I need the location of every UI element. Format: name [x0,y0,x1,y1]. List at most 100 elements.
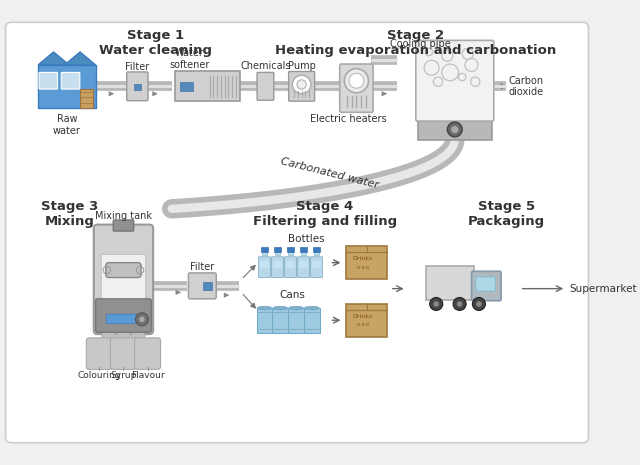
FancyBboxPatch shape [288,308,304,333]
Text: Chemicals: Chemicals [240,60,291,71]
Circle shape [140,317,145,322]
Circle shape [476,301,482,307]
Text: Carbon
dioxide: Carbon dioxide [509,75,544,97]
FancyBboxPatch shape [6,22,588,443]
Text: Stage 3
Mixing: Stage 3 Mixing [41,199,98,227]
FancyBboxPatch shape [298,257,310,278]
FancyBboxPatch shape [273,308,288,333]
Circle shape [429,298,443,311]
Text: Mixing tank: Mixing tank [95,211,152,221]
Circle shape [433,301,439,307]
FancyBboxPatch shape [117,329,130,349]
Circle shape [136,313,148,326]
Text: Pump: Pump [288,60,316,71]
Circle shape [472,298,485,311]
FancyBboxPatch shape [310,257,323,278]
FancyBboxPatch shape [204,282,212,290]
FancyBboxPatch shape [61,73,80,89]
FancyBboxPatch shape [346,304,387,337]
Text: Stage 2
Heating evaporation and carbonation: Stage 2 Heating evaporation and carbonat… [275,29,556,57]
FancyBboxPatch shape [472,271,501,301]
Circle shape [349,73,364,88]
FancyBboxPatch shape [340,64,373,113]
Text: Raw
water: Raw water [53,114,81,136]
FancyBboxPatch shape [312,261,321,268]
Circle shape [457,301,462,307]
FancyBboxPatch shape [275,250,280,255]
FancyBboxPatch shape [106,263,141,278]
FancyBboxPatch shape [288,250,293,255]
Text: Cooling pipe: Cooling pipe [390,39,451,49]
Ellipse shape [257,306,272,310]
FancyBboxPatch shape [346,246,387,279]
FancyBboxPatch shape [134,338,161,369]
FancyBboxPatch shape [106,314,141,324]
FancyBboxPatch shape [257,308,273,333]
Text: Drinks: Drinks [353,314,373,319]
FancyBboxPatch shape [134,84,141,90]
FancyBboxPatch shape [313,247,320,252]
FancyBboxPatch shape [257,73,274,100]
FancyBboxPatch shape [95,299,151,332]
Text: Cans: Cans [280,290,305,300]
FancyBboxPatch shape [314,250,319,255]
FancyBboxPatch shape [273,261,282,268]
Polygon shape [65,52,95,65]
FancyBboxPatch shape [132,329,145,349]
FancyBboxPatch shape [93,225,153,334]
Ellipse shape [273,306,288,310]
FancyBboxPatch shape [426,266,474,300]
Text: Filter: Filter [125,62,150,73]
FancyBboxPatch shape [287,247,294,252]
Text: Stage 4
Filtering and filling: Stage 4 Filtering and filling [253,199,397,227]
Text: Syrup: Syrup [110,371,136,380]
Text: Drinks: Drinks [353,257,373,261]
Circle shape [447,122,462,137]
Circle shape [344,69,369,93]
FancyBboxPatch shape [416,40,493,121]
Text: Water
softener: Water softener [169,48,209,70]
FancyBboxPatch shape [418,119,492,140]
FancyBboxPatch shape [101,254,146,305]
Text: o o o: o o o [357,322,369,327]
Circle shape [453,298,466,311]
FancyBboxPatch shape [274,247,281,252]
Ellipse shape [305,306,319,310]
FancyBboxPatch shape [127,72,148,101]
FancyBboxPatch shape [301,250,306,255]
Circle shape [297,80,307,89]
Polygon shape [38,52,69,65]
FancyBboxPatch shape [180,82,193,91]
Text: Filter: Filter [190,262,214,272]
Text: Carbonated water: Carbonated water [280,156,380,190]
Text: Colouring: Colouring [77,371,121,380]
Text: Stage 5
Packaging: Stage 5 Packaging [468,199,545,227]
FancyBboxPatch shape [300,247,307,252]
Circle shape [292,75,311,94]
FancyBboxPatch shape [38,65,95,108]
Ellipse shape [289,306,303,310]
FancyBboxPatch shape [175,72,241,101]
Text: o o o: o o o [357,265,369,270]
FancyBboxPatch shape [86,338,112,369]
Circle shape [451,126,458,133]
FancyBboxPatch shape [300,261,308,268]
FancyBboxPatch shape [476,277,495,291]
FancyBboxPatch shape [113,220,134,231]
FancyBboxPatch shape [284,257,296,278]
FancyBboxPatch shape [262,250,267,255]
Text: Electric heaters: Electric heaters [310,114,387,124]
FancyBboxPatch shape [304,308,320,333]
FancyBboxPatch shape [111,338,136,369]
FancyBboxPatch shape [188,273,216,299]
Text: Flavour: Flavour [131,371,164,380]
FancyBboxPatch shape [261,247,268,252]
Text: Stage 1
Water cleaning: Stage 1 Water cleaning [99,29,212,57]
FancyBboxPatch shape [260,261,269,268]
Text: Bottles: Bottles [288,234,324,244]
FancyBboxPatch shape [286,261,294,268]
FancyBboxPatch shape [80,89,93,108]
FancyBboxPatch shape [259,257,271,278]
FancyBboxPatch shape [289,72,315,101]
FancyBboxPatch shape [102,329,115,349]
